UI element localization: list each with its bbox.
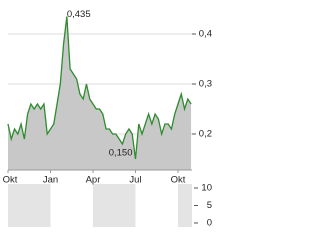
annotation: 0,150 <box>109 148 133 159</box>
volume-tick-label: 10 <box>201 183 212 194</box>
x-tick-label: Okt <box>3 175 18 186</box>
x-tick-label: Okt <box>171 175 186 186</box>
volume-tick-label: 0 <box>207 218 212 229</box>
volume-band <box>8 184 51 227</box>
volume-band <box>93 184 136 227</box>
volume-tick-label: 5 <box>207 200 212 211</box>
annotation: 0,435 <box>67 9 91 20</box>
y-tick-label: 0,4 <box>199 29 212 40</box>
chart: 0 5 10 0,2 0,3 0,4 Okt Jan Apr Jul Okt 0,435 0,150 <box>3 9 212 229</box>
y-tick-label: 0,3 <box>199 79 212 90</box>
volume-band <box>178 184 192 227</box>
price-line <box>7 16 192 160</box>
x-tick-label: Jul <box>129 175 141 186</box>
area <box>8 16 192 170</box>
x-tick-label: Apr <box>86 175 101 186</box>
y-tick-label: 0,2 <box>199 129 212 140</box>
x-tick-label: Jan <box>43 175 58 186</box>
